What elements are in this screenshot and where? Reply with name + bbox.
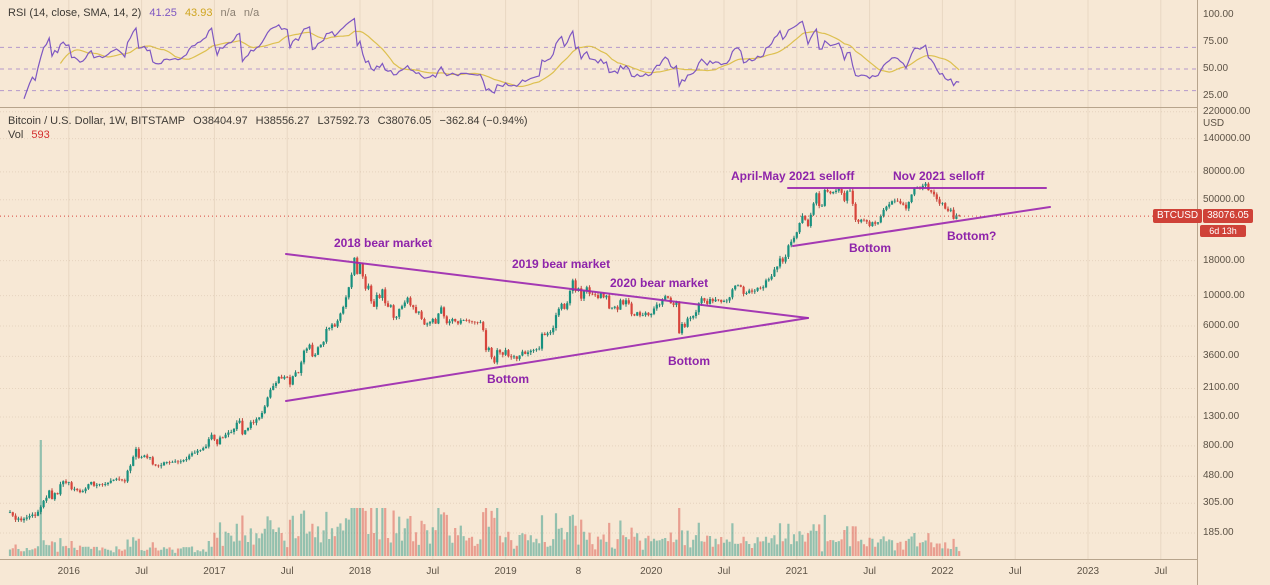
price-axis-tick: 185.00 (1203, 527, 1234, 538)
price-axis-tick: 10000.00 (1203, 290, 1245, 301)
annotation-text: Bottom (849, 241, 891, 255)
volume-legend: Vol 593 (8, 129, 55, 141)
time-axis-tick: 2018 (348, 566, 372, 577)
price-axis-tick: 220000.00 (1203, 106, 1251, 117)
ohlc-low: L37592.73 (317, 115, 370, 127)
price-axis-tick: 80000.00 (1203, 166, 1245, 177)
time-axis-tick: 2023 (1076, 566, 1100, 577)
time-axis-tick: Jul (863, 566, 876, 577)
change-value: −362.84 (−0.94%) (439, 115, 528, 127)
price-axis-tick: 50000.00 (1203, 194, 1245, 205)
time-axis-tick: 2022 (931, 566, 954, 577)
badge-price: 38076.05 (1203, 209, 1253, 223)
ohlc-open: O38404.97 (193, 115, 248, 127)
time-axis[interactable]: 2016 Jul 2017 Jul 2018 Jul 2019 8 2020 Jul 2021 Jul… (0, 559, 1197, 585)
price-axis-tick: 6000.00 (1203, 320, 1240, 331)
annotation-text: April-May 2021 selloff (731, 169, 855, 183)
rsi-legend-title: RSI (14, close, SMA, 14, 2) (8, 7, 142, 19)
annotation-text: Bottom (487, 372, 529, 386)
annotation-text: Bottom (668, 354, 710, 368)
price-axis-tick: 480.00 (1203, 470, 1234, 481)
last-price-badge: BTCUSD 38076.05 (1152, 209, 1253, 223)
time-axis-tick: Jul (1154, 566, 1168, 577)
price-axis[interactable]: 100.00 75.00 50.00 25.00 220000.00 140000.00 8… (1197, 0, 1270, 585)
rsi-axis-tick: 100.00 (1203, 9, 1234, 20)
volume-label: Vol (8, 129, 24, 141)
axis-currency-label: USD (1203, 118, 1225, 129)
rsi-legend: RSI (14, close, SMA, 14, 2) 41.25 43.93 … (8, 7, 264, 19)
annotation-text: Nov 2021 selloff (893, 169, 985, 183)
annotation-text: 2020 bear market (610, 276, 709, 290)
time-axis-tick: Jul (717, 566, 731, 577)
symbol-legend: Bitcoin / U.S. Dollar, 1W, BITSTAMP O384… (8, 115, 533, 127)
price-axis-tick: 800.00 (1203, 440, 1234, 451)
rsi-axis-tick: 25.00 (1203, 90, 1229, 101)
symbol-title: Bitcoin / U.S. Dollar, 1W, BITSTAMP (8, 115, 186, 127)
volume-value: 593 (31, 129, 50, 141)
time-axis-tick: 2016 (57, 566, 80, 577)
time-axis-tick: Jul (1008, 566, 1022, 577)
chart-canvas[interactable] (0, 0, 1197, 585)
time-axis-tick: 2017 (203, 566, 226, 577)
badge-symbol: BTCUSD (1153, 209, 1203, 223)
price-axis-tick: 2100.00 (1203, 382, 1240, 393)
time-axis-tick: 2021 (785, 566, 808, 577)
rsi-sma-value: 43.93 (184, 7, 213, 19)
time-axis-tick: 8 (575, 566, 582, 577)
price-axis-tick: 140000.00 (1203, 133, 1251, 144)
rsi-upper-band-value: n/a (220, 7, 236, 19)
rsi-value: 41.25 (149, 7, 177, 19)
ohlc-close: C38076.05 (377, 115, 432, 127)
rsi-axis-tick: 50.00 (1203, 63, 1229, 74)
ohlc-high: H38556.27 (255, 115, 310, 127)
bar-countdown-badge: 6d 13h (1200, 225, 1246, 237)
time-axis-tick: 2020 (640, 566, 663, 577)
annotation-text: 2018 bear market (334, 236, 433, 250)
annotation-text: 2019 bear market (512, 257, 611, 271)
time-axis-tick: Jul (426, 566, 440, 577)
time-axis-tick: 2019 (494, 566, 517, 577)
price-axis-tick: 18000.00 (1203, 255, 1245, 266)
price-axis-tick: 305.00 (1203, 497, 1234, 508)
rsi-lower-band-value: n/a (243, 7, 260, 19)
annotation-text: Bottom? (947, 229, 997, 243)
rsi-axis-tick: 75.00 (1203, 36, 1229, 47)
price-axis-tick: 3600.00 (1203, 350, 1240, 361)
time-axis-tick: Jul (280, 566, 294, 577)
price-axis-tick: 1300.00 (1203, 411, 1240, 422)
time-axis-tick: Jul (135, 566, 148, 577)
